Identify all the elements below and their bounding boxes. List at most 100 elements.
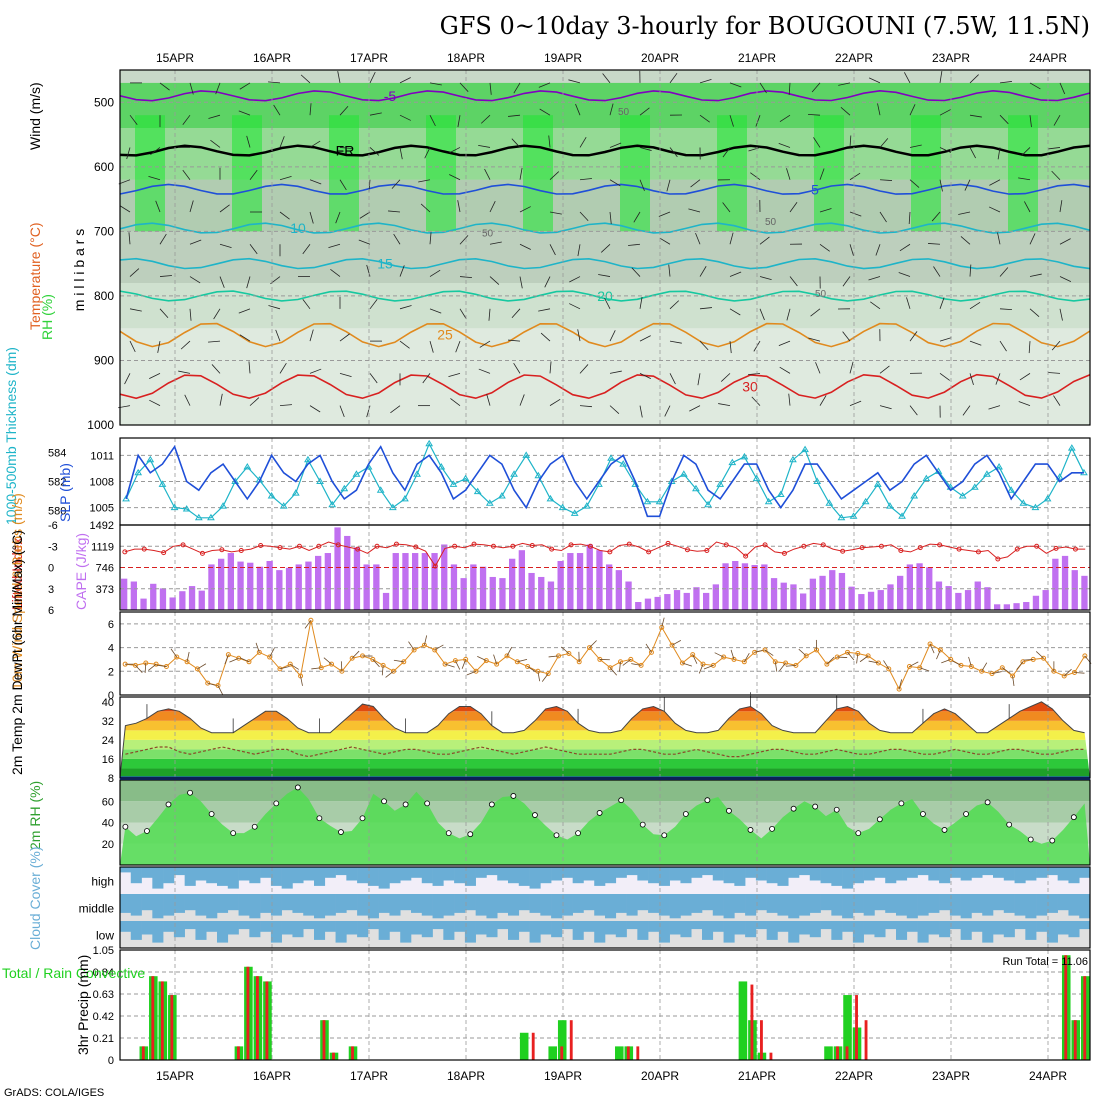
wind-speed-point [132,662,138,668]
wind-barb [279,211,290,220]
cloud-axis-label: Cloud Cover (%) [27,847,43,950]
wind-barb [697,373,701,386]
precip-convective-bar [636,1046,640,1060]
lifted-index-point [549,546,555,552]
wind-speed-point [225,652,231,658]
wind-barb [1029,233,1036,245]
wind-barb [729,82,742,88]
cloud-cell [949,867,961,878]
temp2m-axis-label: 2m Temp 2m DewPt (6hr Min/Max) (°C) [9,530,25,775]
wind-barb [928,243,941,245]
wind-barb [668,264,671,277]
wind10m-barb [774,661,778,672]
wind-barb [939,373,950,381]
wind-barb [548,135,551,148]
cloud-cell [508,894,520,916]
cape-bar [295,564,302,610]
wind-tick: 0 [108,690,114,702]
precip-convective-bar [769,1052,773,1060]
wind-speed-point [937,647,943,653]
cloud-cell [648,894,660,913]
wind-barb [538,82,551,88]
cloud-cell [518,867,530,886]
cape-bar [237,561,244,610]
wind-barb [999,308,1012,311]
wind-barb [639,373,651,379]
wind-speed-point [721,654,727,660]
wind10m-barb [703,664,714,670]
dewpoint-line [125,746,1085,758]
cape-bar [1032,595,1040,610]
cloud-cell [658,921,670,943]
wind-barb [238,110,251,116]
wind-barb [366,264,371,277]
wind-speed-point [329,661,335,667]
cloud-cell [863,921,875,935]
cape-bar [1003,604,1011,610]
wind-barb [720,373,731,382]
cape-bar [800,593,807,610]
cloud-row-label: middle [79,902,115,916]
cape-bar [955,592,962,610]
wind10m-axis-label: 10m Wind Speed & Barbs (m/s) [9,493,25,690]
wind-barb [669,340,682,344]
cloud-cell [788,894,800,919]
wind10m-barb [968,656,972,667]
panel-frame [119,69,1091,426]
cloud-cell [357,921,369,938]
cape-bar [732,561,739,610]
cloud-cell [249,894,261,919]
cloud-cell [152,921,164,943]
wind-barb [1021,147,1031,157]
cloud-cell [788,921,800,943]
lifted-index-point [956,546,962,552]
cloud-cell [1036,894,1048,916]
cloud-cell [777,921,789,932]
cape-bar [683,592,690,610]
wind-tick: 4 [108,643,114,655]
wind-speed-point [256,649,262,655]
lifted-index-point [859,545,865,551]
cloud-cell [680,894,692,916]
thickness-point [425,439,434,447]
wind-barb [789,276,798,287]
wind-barb [609,103,614,116]
cloud-cell [357,867,369,884]
cloud-cell [982,894,994,916]
cloud-cell [411,894,423,913]
wind10m-barb [156,664,167,667]
cloud-cell [648,921,660,932]
cloud-cell [324,921,336,932]
cloud-cell [184,894,196,911]
precip-convective-bar [265,981,269,1060]
cloud-cell [454,867,466,884]
wind-barb [1059,82,1066,95]
cloud-cell [400,894,412,911]
wind-barb [246,135,251,148]
rh-band [120,82,1090,129]
wind-barb [429,308,442,314]
wind-barb [249,244,258,255]
wind-barb [300,74,311,84]
cloud-panel: high middle low [79,866,1091,949]
cloud-cell [572,867,584,884]
cloud-cell [389,921,401,932]
wind-barb [602,73,611,84]
precip-convective-bar [151,976,155,1060]
top-date-label: 22APR [835,51,873,65]
isotherm-label: 25 [437,327,453,343]
wind10m-barb [619,661,621,672]
wind-barb [879,138,889,148]
rh-point [251,823,258,830]
lifted-index-point [374,543,380,549]
wind10m-barb [300,675,303,686]
thickness-point [728,458,737,466]
lifted-index-point [1014,546,1020,552]
thickness-point [243,463,252,470]
cloud-cell [292,921,304,938]
cape-bar [838,572,846,610]
wind-barb [779,114,791,123]
cloud-cell [357,894,369,916]
wind10m-barb [868,660,879,664]
cloud-cell [809,867,821,881]
